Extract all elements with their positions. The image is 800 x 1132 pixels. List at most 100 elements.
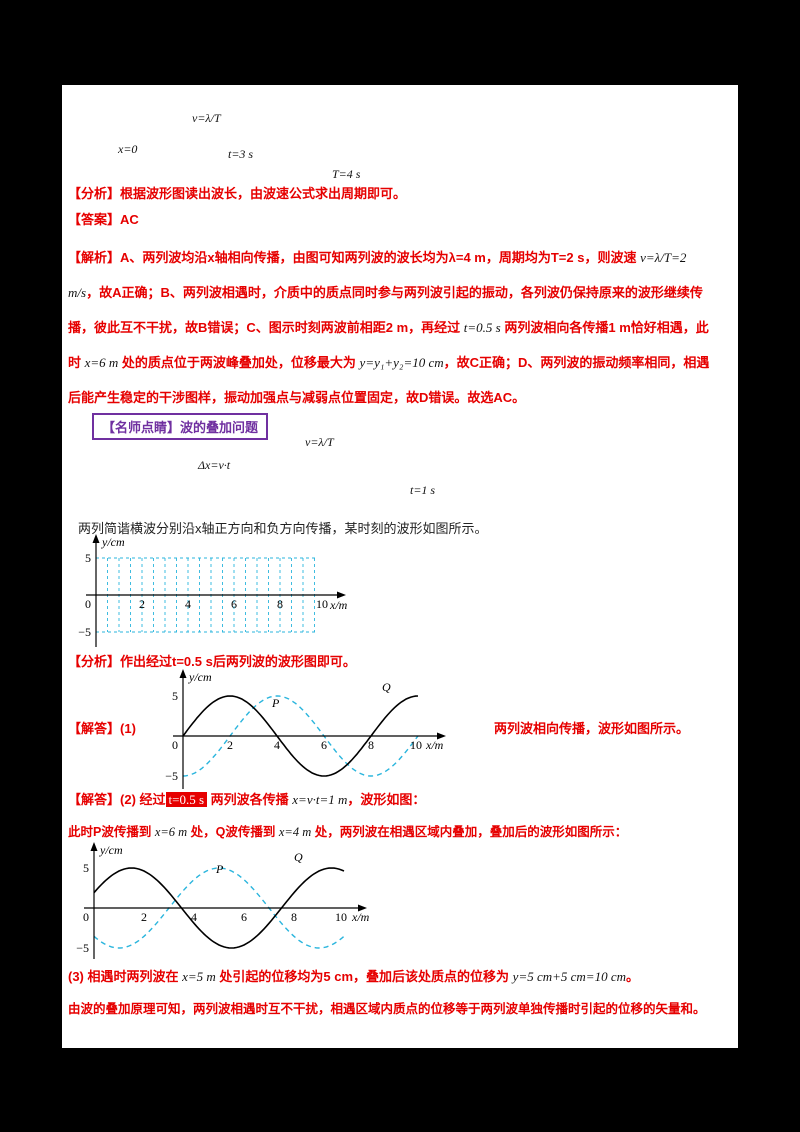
- explanation-paragraph: 【解析】A、两列波均沿x轴相向传播，由图可知两列波的波长均为λ=4 m，周期均为…: [68, 240, 720, 415]
- solution2b-line: 此时P波传播到 x=6 m 处，Q波传播到 x=4 m 处，两列波在相遇区域内叠…: [68, 823, 627, 841]
- y-min-tick: −5: [78, 625, 91, 639]
- solution2-math: x=v·t=1 m: [292, 792, 348, 807]
- x-tick: 10: [316, 597, 328, 611]
- y-max-tick: 5: [172, 689, 178, 703]
- solution2-seg: (2) 经过: [120, 792, 166, 807]
- solution3-math: y=5 cm+5 cm=10 cm: [512, 969, 626, 984]
- formula-mid-t: t=1 s: [410, 483, 436, 497]
- x-tick: 6: [321, 738, 327, 752]
- solution3-seg: 处引起的位移均为5 cm，叠加后该处质点的位移为: [215, 969, 513, 984]
- formula-t3: t=3 s: [228, 147, 254, 161]
- solution2-highlight: t=0.5 s: [165, 792, 208, 807]
- origin-tick: 0: [172, 738, 178, 752]
- formula-period: T=4 s: [332, 167, 361, 181]
- origin-tick: 0: [83, 910, 89, 924]
- wave-P-dashed: [93, 867, 345, 949]
- y-max-tick: 5: [83, 861, 89, 875]
- solution1-num: (1): [120, 721, 136, 736]
- analysis2-line: 【分析】作出经过t=0.5 s后两列波的波形图即可。: [68, 653, 356, 671]
- solution1-right: 两列波相向传播，波形如图所示。: [494, 721, 690, 736]
- x-tick: 8: [277, 597, 283, 611]
- wave-Q-solid: [93, 867, 345, 949]
- y-axis-arrow-icon: [179, 669, 187, 678]
- explanation-seg: A、两列波均沿x轴相向传播，由图可知两列波的波长均为λ=4 m，周期均为T=2 …: [120, 250, 641, 265]
- answer-label: 【答案】: [68, 212, 121, 227]
- wave-P-dashed: [182, 695, 419, 777]
- x-tick: 6: [231, 597, 237, 611]
- y-axis-arrow-icon: [92, 534, 100, 543]
- explanation-label: 【解析】: [68, 250, 121, 265]
- solution2b-seg: 处，Q波传播到: [187, 825, 279, 839]
- wave-P-label: P: [271, 696, 280, 710]
- teacher-note-text: 【名师点睛】波的叠加问题: [92, 413, 269, 440]
- x-tick: 8: [368, 738, 374, 752]
- solution1-left: 【解答】(1): [68, 720, 136, 738]
- solution2b-seg: 处，两列波在相遇区域内叠加，叠加后的波形如图所示：: [311, 825, 628, 839]
- x-tick: 4: [185, 597, 191, 611]
- analysis2-label: 【分析】: [68, 654, 121, 669]
- solution2-seg: 两列波各传播: [207, 792, 293, 807]
- answer-text: AC: [120, 212, 139, 227]
- x-tick: 4: [191, 910, 197, 924]
- origin-tick: 0: [85, 597, 91, 611]
- y-axis-arrow-icon: [90, 842, 98, 851]
- figure-waves-later: y/cm 5 −5 0 2 4 6 8 10 x/m P Q: [76, 842, 370, 959]
- explanation-seg: ，故C正确；D、两列波的振动频率相同，相遇后能产生稳定的干涉图样，振动加强点与减…: [68, 355, 710, 405]
- question-statement: 两列简谐横波分别沿x轴正方向和负方向传播，某时刻的波形如图所示。: [78, 521, 488, 536]
- formula-mid-dx: Δx=v·t: [198, 458, 231, 472]
- figure-grid-plot: y/cm 5 −5 0 2 4 6 8 10 x/m: [78, 534, 348, 647]
- analysis-text: 根据波形图读出波长，由波速公式求出周期即可。: [120, 186, 407, 201]
- x-tick: 10: [335, 910, 347, 924]
- solution3-seg: (3) 相遇时两列波在: [68, 969, 183, 984]
- wave-Q-solid: [182, 695, 419, 777]
- x-tick: 8: [291, 910, 297, 924]
- explanation-math: v=λ/T=2 m/s: [68, 250, 687, 300]
- x-tick: 4: [274, 738, 280, 752]
- x-tick: 6: [241, 910, 247, 924]
- answer-line: 【答案】AC: [68, 211, 139, 229]
- y-min-tick: −5: [76, 941, 89, 955]
- solution3-line: (3) 相遇时两列波在 x=5 m 处引起的位移均为5 cm，叠加后该处质点的位…: [68, 968, 639, 986]
- x-axis-label: x/m: [329, 598, 348, 612]
- solution2b-math: x=6 m: [154, 825, 188, 839]
- solution2b-seg: 此时P波传播到: [68, 825, 155, 839]
- x-axis-label: x/m: [425, 738, 444, 752]
- x-tick: 2: [141, 910, 147, 924]
- formula-x0: x=0: [118, 142, 138, 156]
- explanation-seg: 处的质点位于两波峰叠加处，位移最大为: [118, 355, 360, 370]
- x-tick: 2: [139, 597, 145, 611]
- figure-waves-initial: y/cm 5 −5 0 2 4 6 8 10 x/m P Q: [165, 669, 446, 789]
- y-axis-label: y/cm: [99, 843, 123, 857]
- solution2b-math: x=4 m: [278, 825, 312, 839]
- explanation-seg: 两列波相向各传播1 m恰好相遇，此时: [68, 320, 709, 370]
- explanation-math: x=6 m: [84, 355, 119, 370]
- solution1-label: 【解答】: [68, 721, 121, 736]
- x-axis-label: x/m: [351, 910, 370, 924]
- solution2-line: 【解答】(2) 经过 t=0.5 s 两列波各传播 x=v·t=1 m，波形如图：: [68, 791, 425, 809]
- analysis-line: 【分析】根据波形图读出波长，由波速公式求出周期即可。: [68, 185, 406, 203]
- explanation-seg: ，故A正确；B、两列波相遇时，介质中的质点同时参与两列波引起的振动，各列波仍保持…: [68, 285, 703, 335]
- explanation-math: t=0.5 s: [463, 320, 501, 335]
- wave-Q-label: Q: [382, 680, 391, 694]
- x-axis-arrow-icon: [358, 904, 367, 912]
- x-axis-arrow-icon: [437, 732, 446, 740]
- solution2-label: 【解答】: [68, 792, 121, 807]
- analysis2-text: 作出经过t=0.5 s后两列波的波形图即可。: [120, 654, 356, 669]
- x-tick: 2: [227, 738, 233, 752]
- teacher-note-box: 【名师点睛】波的叠加问题: [92, 413, 269, 440]
- y-min-tick: −5: [165, 769, 178, 783]
- y-axis-label: y/cm: [188, 670, 212, 684]
- solution2-seg: ，波形如图：: [347, 792, 426, 807]
- formula-velocity: v=λ/T: [192, 111, 221, 125]
- final-remark: 由波的叠加原理可知，两列波相遇时互不干扰，相遇区域内质点的位移等于两列波单独传播…: [68, 1002, 706, 1016]
- y-axis-label: y/cm: [101, 535, 125, 549]
- formula-mid-v: v=λ/T: [305, 435, 334, 449]
- solution3-seg: 。: [625, 969, 639, 984]
- y-max-tick: 5: [85, 551, 91, 565]
- explanation-math: y=y₁+y₂=10 cm: [359, 355, 444, 370]
- wave-P-label: P: [215, 862, 224, 876]
- x-tick: 10: [410, 738, 422, 752]
- scanned-page: v=λ/T x=0 t=3 s T=4 s 【分析】根据波形图读出波长，由波速公…: [62, 85, 738, 1048]
- analysis-label: 【分析】: [68, 186, 121, 201]
